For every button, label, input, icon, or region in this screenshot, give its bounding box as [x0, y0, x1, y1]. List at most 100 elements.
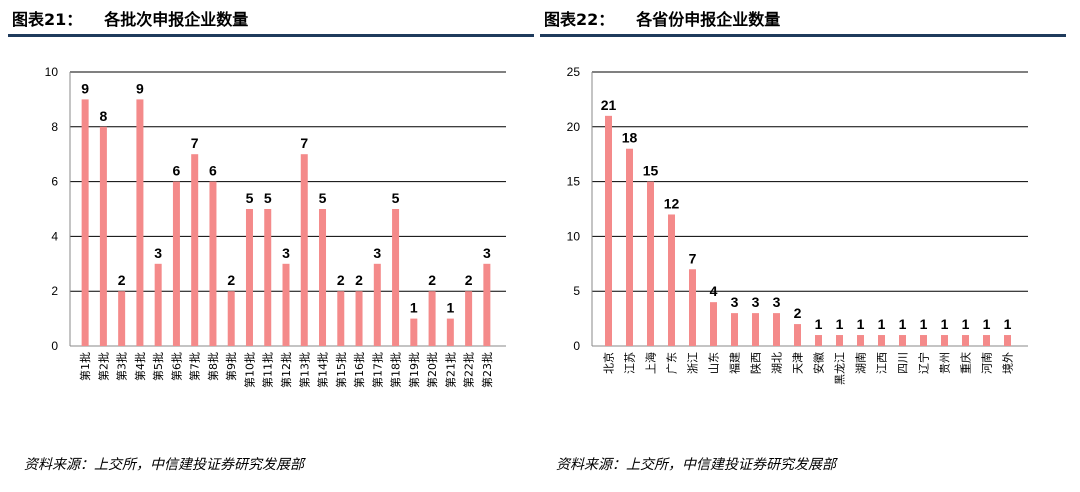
- category-label: 江西: [876, 352, 889, 374]
- bar: [300, 154, 308, 346]
- category-label: 湖南: [855, 352, 868, 374]
- bar: [245, 209, 253, 346]
- data-label: 1: [941, 316, 949, 332]
- data-label: 7: [300, 135, 308, 151]
- bar: [264, 209, 272, 346]
- bar: [172, 181, 180, 346]
- data-label: 3: [773, 294, 781, 310]
- bar: [373, 263, 381, 346]
- data-label: 1: [857, 316, 865, 332]
- category-label: 广东: [666, 352, 679, 374]
- data-label: 3: [752, 294, 760, 310]
- data-label: 5: [319, 190, 327, 206]
- bar: [647, 181, 654, 346]
- category-label: 第6批: [169, 352, 183, 381]
- category-label: 境外: [1001, 352, 1015, 374]
- bars: [605, 115, 1011, 346]
- data-label: 6: [209, 163, 217, 179]
- category-label: 第17批: [370, 352, 384, 388]
- data-label: 21: [601, 97, 617, 113]
- bar-chart-batches: 02468109829367625 53752 23512123第1批 第2批 第3批第…: [45, 65, 506, 388]
- category-label: 北京: [602, 352, 616, 374]
- bar: [878, 335, 885, 346]
- y-axis: 0 2 4 6 8 10: [45, 65, 71, 353]
- figure-title: 各省份申报企业数量: [636, 10, 781, 29]
- data-label: 1: [410, 300, 418, 316]
- category-label: 第15批: [334, 352, 348, 388]
- category-label: 上海: [644, 352, 658, 374]
- bar: [983, 335, 990, 346]
- data-label: 18: [622, 130, 638, 146]
- bar: [81, 99, 89, 347]
- y-tick-label: 10: [45, 65, 59, 79]
- category-label: 陕西: [749, 352, 763, 374]
- bar: [319, 209, 327, 346]
- category-label: 浙江: [687, 352, 700, 374]
- bar: [1004, 335, 1011, 346]
- bar: [668, 214, 675, 346]
- source-note: 资料来源：上交所，中信建投证券研究发展部: [556, 457, 836, 473]
- bars: [81, 99, 491, 347]
- data-label: 3: [154, 245, 162, 261]
- category-label: 第5批: [151, 352, 165, 381]
- y-tick-label: 15: [567, 175, 581, 189]
- y-tick-label: 10: [567, 229, 581, 243]
- category-label: 天津: [792, 352, 805, 374]
- bar: [857, 335, 864, 346]
- category-label: 安徽: [812, 352, 826, 374]
- bar: [962, 335, 969, 346]
- bar: [731, 313, 738, 346]
- bar: [209, 181, 217, 346]
- category-label: 第20批: [425, 352, 439, 388]
- data-label: 5: [392, 190, 400, 206]
- category-label: 山东: [708, 352, 721, 374]
- bar: [154, 263, 162, 346]
- y-tick-label: 8: [51, 120, 58, 134]
- data-label: 8: [99, 108, 107, 124]
- data-label: 2: [465, 272, 473, 288]
- category-label: 第21批: [443, 352, 457, 388]
- data-label: 15: [643, 163, 659, 179]
- category-label: 第3批: [115, 352, 129, 381]
- category-label: 第22批: [462, 352, 476, 388]
- bar: [941, 335, 948, 346]
- bar: [899, 335, 906, 346]
- data-label: 1: [962, 316, 970, 332]
- bar: [689, 269, 696, 346]
- bar: [428, 291, 436, 346]
- category-label: 第19批: [407, 352, 421, 388]
- data-label: 3: [373, 245, 381, 261]
- data-label: 1: [983, 316, 991, 332]
- title-divider: [8, 34, 534, 37]
- category-label: 第10批: [242, 352, 256, 388]
- bar: [836, 335, 843, 346]
- y-tick-label: 6: [51, 175, 58, 189]
- category-label: 黑龙江: [834, 352, 847, 385]
- data-label: 2: [428, 272, 436, 288]
- data-label: 1: [920, 316, 928, 332]
- x-axis: 第1批 第2批 第3批 第4批 第5批 第6批 第7批 第8批 第9批 第10批 第11批 第12批第…: [78, 352, 494, 388]
- category-label: 第12批: [279, 352, 293, 388]
- category-label: 重庆: [959, 352, 973, 374]
- figure-number: 图表22：: [544, 10, 615, 29]
- bar: [191, 154, 199, 346]
- data-label: 1: [899, 316, 907, 332]
- data-label: 9: [136, 80, 144, 96]
- chart-panel-batches: 图表21： 各批次申报企业数量 0 2 4 6 8 10 9 8 2 9 3 6 7 6 2 5 5 3 7 5 2 2 3 5…: [8, 0, 538, 492]
- data-label: 6: [173, 163, 181, 179]
- category-label: 第23批: [480, 352, 494, 388]
- y-tick-label: 0: [573, 339, 580, 353]
- bar: [483, 263, 491, 346]
- category-label: 第1批: [78, 352, 92, 381]
- data-label: 9: [81, 80, 89, 96]
- category-label: 河南: [981, 352, 994, 374]
- y-tick-label: 20: [567, 120, 581, 134]
- gridlines: [592, 71, 1028, 347]
- figure-title: 各批次申报企业数量: [104, 10, 249, 29]
- bar: [99, 126, 107, 346]
- y-tick-label: 0: [51, 339, 58, 353]
- title-divider: [540, 34, 1066, 37]
- category-label: 第18批: [389, 352, 403, 388]
- data-label: 4: [710, 283, 718, 299]
